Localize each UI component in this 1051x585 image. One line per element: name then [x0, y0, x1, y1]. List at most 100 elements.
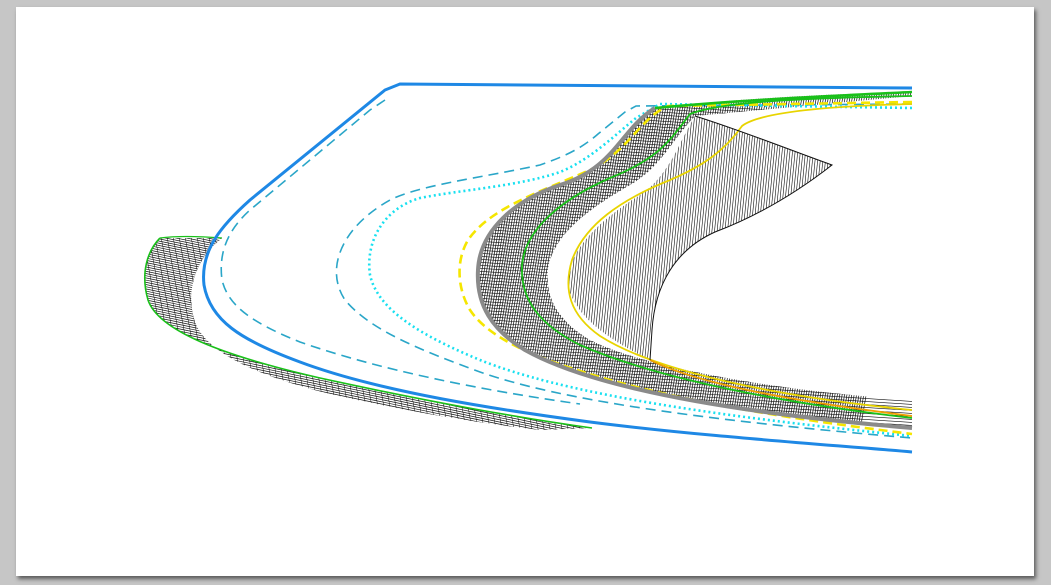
- hatch-line: [781, 92, 842, 428]
- hatch-line: [734, 116, 761, 360]
- hatch-line: [531, 92, 593, 428]
- hatch-line: [331, 238, 373, 430]
- hatch-line: [477, 341, 912, 373]
- hatch-line: [759, 92, 821, 428]
- hatch-line: [477, 140, 912, 172]
- hatch-line: [477, 92, 494, 428]
- orange-guide-curve: [649, 359, 913, 417]
- hatch-line: [740, 116, 766, 360]
- hatch-line: [838, 92, 900, 428]
- hatch-line: [477, 92, 523, 428]
- hatch-line: [766, 92, 828, 428]
- hatch-line: [693, 116, 719, 360]
- hatch-line: [477, 344, 912, 376]
- hatch-line: [819, 92, 881, 428]
- hatch-line: [145, 238, 187, 430]
- hatch-line: [757, 92, 818, 428]
- hatch-line: [853, 92, 912, 428]
- hatch-line: [405, 90, 465, 440]
- hatch-line: [534, 92, 595, 428]
- hatch-line: [217, 238, 259, 430]
- hatch-line: [790, 92, 852, 428]
- hatch-line: [716, 116, 743, 360]
- offset-dashed-blue-curve: [220, 99, 913, 439]
- hatch-line: [755, 116, 782, 360]
- hatch-line: [586, 116, 613, 360]
- hatch-line: [477, 116, 912, 148]
- hatch-line: [706, 116, 732, 360]
- hatch-line: [721, 116, 748, 360]
- hatch-line: [144, 261, 592, 362]
- hatch-line: [677, 116, 704, 360]
- hatch-line: [477, 143, 912, 175]
- hatch-line: [747, 116, 774, 360]
- hatch-line: [477, 92, 497, 428]
- hatch-line: [798, 92, 859, 428]
- hatch-line: [771, 92, 833, 428]
- hatch-line: [822, 92, 883, 428]
- hatch-line: [477, 104, 912, 136]
- green-top-curve: [654, 90, 913, 110]
- hatch-line: [477, 92, 502, 428]
- hatch-line: [144, 238, 592, 318]
- hatch-line: [651, 92, 713, 428]
- hatch-line: [669, 116, 696, 360]
- hatch-line: [824, 92, 886, 428]
- hatch-line: [745, 116, 771, 360]
- hatch-line: [714, 116, 740, 360]
- hatch-line: [764, 92, 826, 428]
- hatch-line: [144, 274, 592, 375]
- hatch-line: [769, 92, 830, 428]
- hatch-line: [752, 92, 814, 428]
- hatch-line: [786, 116, 813, 360]
- hatch-line: [703, 116, 730, 360]
- hatch-line: [800, 92, 862, 428]
- hatch-line: [829, 92, 890, 428]
- hatch-line: [402, 90, 462, 440]
- hatch-line: [758, 116, 784, 360]
- hatch-line: [144, 353, 592, 430]
- hatch-line: [477, 92, 504, 428]
- hatch-line: [415, 238, 457, 430]
- hatch-line: [565, 92, 626, 428]
- hatch-line: [483, 92, 545, 428]
- hatch-line: [301, 238, 343, 430]
- hatch-line: [850, 92, 912, 428]
- hatch-line: [325, 238, 367, 430]
- hatch-line: [760, 116, 787, 360]
- cyan-dotted-curve: [367, 102, 913, 438]
- hatch-line: [810, 116, 832, 360]
- hatch-line: [481, 92, 542, 428]
- hatch-line: [407, 90, 467, 440]
- hatch-line: [786, 92, 847, 428]
- hatch-line: [675, 116, 701, 360]
- hatch-line: [763, 116, 790, 360]
- hatch-line: [343, 238, 385, 430]
- hatch-line: [788, 92, 850, 428]
- hatch-line: [241, 238, 283, 430]
- hatch-line: [771, 116, 797, 360]
- hatch-line: [477, 95, 912, 127]
- hatch-line: [144, 355, 592, 430]
- green-guide-curve: [521, 95, 913, 419]
- hatch-line: [517, 92, 578, 428]
- hatch-line: [144, 349, 592, 430]
- drawing-canvas: [144, 82, 920, 465]
- hatch-line: [477, 92, 518, 428]
- hatch-line: [817, 92, 878, 428]
- left-band-green-edge: [144, 237, 593, 429]
- hatch-line: [565, 238, 592, 430]
- hatch-line: [776, 116, 803, 360]
- gray-edge-curve: [475, 106, 913, 430]
- hatch-line: [477, 125, 912, 157]
- blade-outline: [649, 115, 834, 361]
- hatch-line: [144, 324, 592, 426]
- hatch-line: [495, 92, 557, 428]
- hatch-line: [812, 116, 832, 360]
- hatch-line: [460, 435, 920, 465]
- hatch-line: [831, 92, 893, 428]
- hatch-line: [403, 238, 445, 430]
- hatch-line: [477, 92, 538, 428]
- hatch-line: [313, 238, 355, 430]
